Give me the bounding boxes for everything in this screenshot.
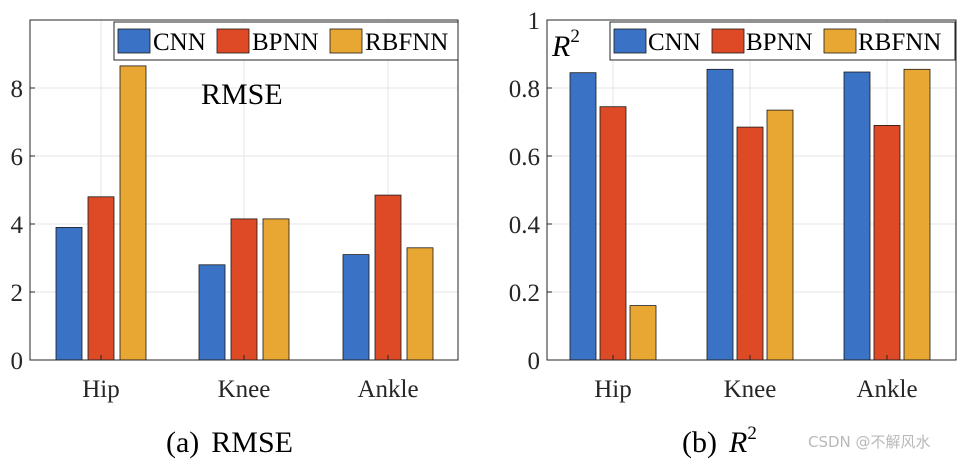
r2-bars (569, 68, 931, 361)
r2-legend-label-cnn: CNN (648, 29, 701, 56)
watermark: CSDN @不解风水 (808, 433, 931, 451)
rmse-legend: CNN BPNN RBFNN (113, 21, 459, 61)
rmse-legend-box (113, 21, 459, 61)
caption-a: (a) RMSE (166, 426, 293, 459)
rmse-y-tick-label: 8 (11, 76, 24, 103)
r2-y-tick-label: 1 (528, 8, 541, 35)
rmse-legend-label-bpnn: BPNN (252, 29, 319, 56)
rmse-bar-knee-bpnn (230, 218, 258, 361)
rmse-x-tick-label: Hip (82, 376, 120, 403)
rmse-x-tick-label: Ankle (357, 376, 418, 403)
caption-b-prefix: (b) (682, 426, 717, 459)
r2-axes-box (546, 19, 957, 361)
r2-x-tick-label: Knee (724, 376, 777, 403)
r2-x-tick-label: Ankle (856, 376, 917, 403)
rmse-chart: 0 2 4 6 8 Hip Knee Ankle CNN BPNN RBFNN RMSE (11, 19, 459, 403)
rmse-y-tick-label: 6 (11, 144, 24, 171)
rmse-bar-ankle-cnn (342, 254, 370, 361)
r2-y-tick-label: 0.4 (509, 212, 541, 239)
rmse-legend-label-cnn: CNN (153, 29, 206, 56)
r2-bar-ankle-rbfnn (903, 68, 931, 361)
rmse-y-tick-label: 4 (11, 212, 24, 239)
rmse-bar-hip-bpnn (87, 196, 115, 361)
r2-x-tick-label: Hip (594, 376, 632, 403)
r2-legend-swatch-rbfnn (823, 28, 857, 54)
rmse-x-tick-label: Knee (218, 376, 271, 403)
r2-annotation: R2 (551, 26, 580, 63)
caption-b-base: R (728, 426, 747, 459)
rmse-bar-ankle-bpnn (374, 194, 402, 361)
rmse-annotation: RMSE (201, 78, 283, 111)
r2-y-tick-label: 0.8 (509, 76, 540, 103)
r2-bar-hip-rbfnn (629, 305, 657, 361)
rmse-bar-ankle-rbfnn (406, 247, 434, 361)
rmse-y-tick-label: 0 (11, 348, 24, 375)
rmse-bars (55, 65, 434, 361)
r2-legend-swatch-cnn (613, 28, 647, 54)
r2-bar-knee-cnn (706, 68, 734, 361)
r2-bar-hip-cnn (569, 72, 597, 361)
caption-b-sup: 2 (747, 423, 757, 444)
rmse-legend-swatch-bpnn (216, 28, 250, 54)
r2-legend-box (609, 21, 956, 61)
caption-a-prefix: (a) (166, 426, 199, 459)
r2-y-tick-label: 0 (528, 348, 541, 375)
rmse-x-ticks: Hip Knee Ankle (82, 355, 419, 403)
rmse-legend-swatch-cnn (117, 28, 151, 54)
r2-x-ticks: Hip Knee Ankle (594, 355, 918, 403)
caption-b: (b) R2 (682, 423, 757, 459)
r2-annotation-sup: 2 (570, 26, 580, 47)
r2-bar-knee-rbfnn (766, 109, 794, 361)
rmse-y-tick-label: 2 (11, 280, 24, 307)
r2-y-tick-label: 0.6 (509, 144, 540, 171)
rmse-bar-hip-rbfnn (119, 65, 147, 361)
r2-bar-hip-bpnn (599, 106, 627, 361)
rmse-bar-knee-cnn (198, 264, 226, 361)
r2-y-tick-label: 0.2 (509, 280, 540, 307)
r2-axes-frame (546, 19, 957, 361)
r2-bar-knee-bpnn (736, 126, 764, 361)
r2-bar-ankle-bpnn (873, 125, 901, 361)
r2-legend-label-rbfnn: RBFNN (858, 29, 941, 56)
caption-a-text: RMSE (211, 426, 293, 459)
rmse-legend-label-rbfnn: RBFNN (365, 29, 448, 56)
rmse-bar-knee-rbfnn (262, 218, 290, 361)
r2-legend: CNN BPNN RBFNN (609, 21, 956, 61)
rmse-bar-hip-cnn (55, 226, 83, 361)
r2-y-ticks: 0 0.2 0.4 0.6 0.8 1 (509, 8, 552, 375)
r2-legend-label-bpnn: BPNN (746, 29, 813, 56)
r2-chart: 0 0.2 0.4 0.6 0.8 1 Hip Knee Ankle CNN BPNN RBFNN… (509, 8, 957, 403)
rmse-y-ticks: 0 2 4 6 8 (11, 76, 35, 375)
r2-annotation-base: R (551, 30, 570, 63)
rmse-legend-swatch-rbfnn (329, 28, 363, 54)
r2-bar-ankle-cnn (843, 71, 871, 361)
r2-legend-swatch-bpnn (711, 28, 745, 54)
